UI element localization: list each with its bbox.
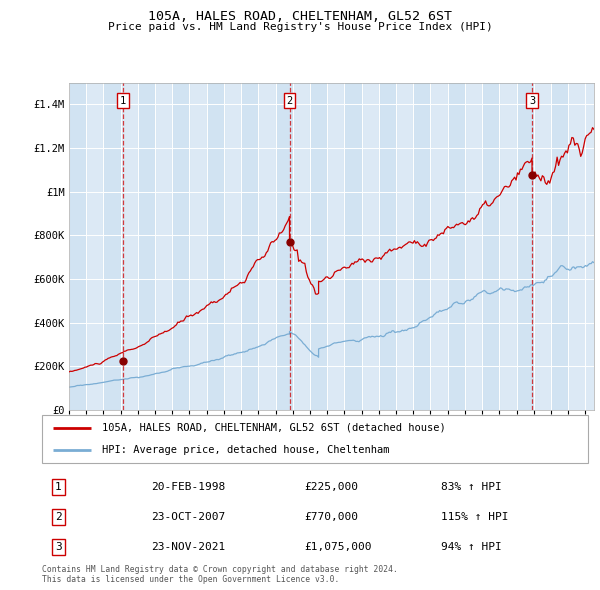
Bar <box>517 83 534 410</box>
Bar <box>241 83 259 410</box>
Bar <box>379 83 396 410</box>
Bar <box>172 83 190 410</box>
Bar <box>103 83 121 410</box>
Bar <box>344 83 362 410</box>
Text: 105A, HALES ROAD, CHELTENHAM, GL52 6ST: 105A, HALES ROAD, CHELTENHAM, GL52 6ST <box>148 10 452 23</box>
Bar <box>482 83 499 410</box>
Bar <box>551 83 568 410</box>
Text: Price paid vs. HM Land Registry's House Price Index (HPI): Price paid vs. HM Land Registry's House … <box>107 22 493 32</box>
FancyBboxPatch shape <box>42 415 588 463</box>
Text: £770,000: £770,000 <box>304 512 358 522</box>
Text: HPI: Average price, detached house, Cheltenham: HPI: Average price, detached house, Chel… <box>102 445 389 455</box>
Bar <box>275 83 293 410</box>
Text: 94% ↑ HPI: 94% ↑ HPI <box>440 542 502 552</box>
Text: 105A, HALES ROAD, CHELTENHAM, GL52 6ST (detached house): 105A, HALES ROAD, CHELTENHAM, GL52 6ST (… <box>102 423 446 433</box>
Text: 20-FEB-1998: 20-FEB-1998 <box>151 482 226 492</box>
Text: 3: 3 <box>529 96 535 106</box>
Bar <box>207 83 224 410</box>
Text: 2: 2 <box>55 512 62 522</box>
Text: £225,000: £225,000 <box>304 482 358 492</box>
Text: 1: 1 <box>120 96 126 106</box>
Text: Contains HM Land Registry data © Crown copyright and database right 2024.
This d: Contains HM Land Registry data © Crown c… <box>42 565 398 584</box>
Text: 83% ↑ HPI: 83% ↑ HPI <box>440 482 502 492</box>
Bar <box>310 83 327 410</box>
Text: 23-NOV-2021: 23-NOV-2021 <box>151 542 226 552</box>
Text: 3: 3 <box>55 542 62 552</box>
Bar <box>69 83 86 410</box>
Text: 23-OCT-2007: 23-OCT-2007 <box>151 512 226 522</box>
Text: £1,075,000: £1,075,000 <box>304 542 371 552</box>
Bar <box>413 83 430 410</box>
Text: 2: 2 <box>286 96 293 106</box>
Text: 115% ↑ HPI: 115% ↑ HPI <box>440 512 508 522</box>
Bar <box>138 83 155 410</box>
Text: 1: 1 <box>55 482 62 492</box>
Bar <box>448 83 465 410</box>
